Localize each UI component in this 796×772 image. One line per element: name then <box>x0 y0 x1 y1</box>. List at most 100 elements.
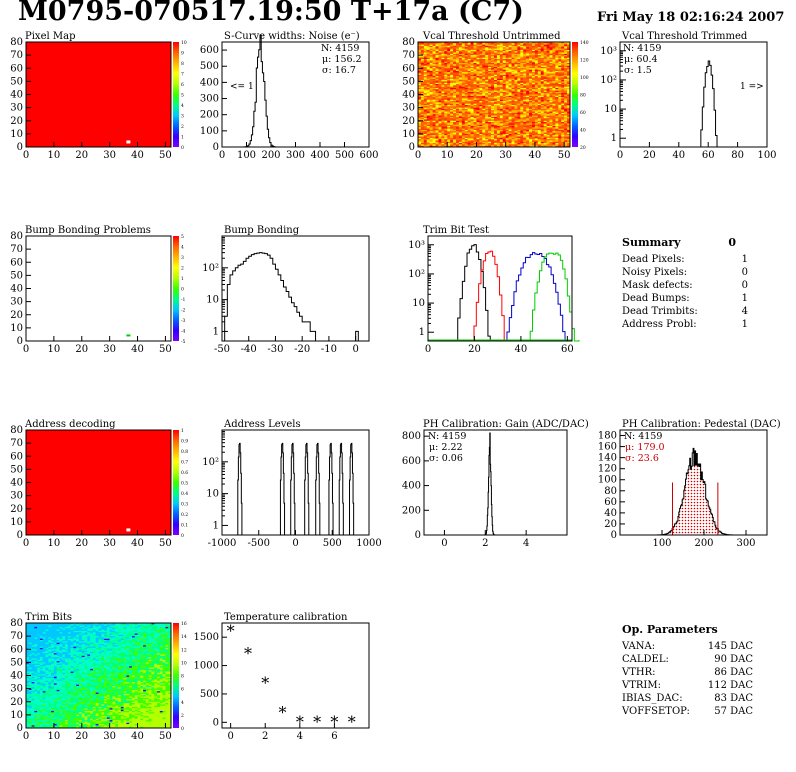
heatmap-cell <box>420 139 425 141</box>
heatmap-cell <box>426 45 430 48</box>
heatmap-cell <box>546 129 550 132</box>
heatmap-cell <box>438 108 442 111</box>
heatmap-cell <box>447 85 451 87</box>
heatmap-cell <box>555 68 559 70</box>
heatmap-cell <box>558 132 562 135</box>
heatmap-cell <box>458 107 463 110</box>
heatmap-cell <box>470 97 474 99</box>
heatmap-cell <box>423 137 428 140</box>
heatmap-cell <box>508 64 512 66</box>
heatmap-cell <box>496 55 501 57</box>
heatmap-cell <box>505 56 509 59</box>
heatmap-cell <box>418 135 422 137</box>
heatmap-cell <box>423 102 428 104</box>
heatmap-cell <box>520 65 524 68</box>
heatmap-cell <box>456 73 460 76</box>
heatmap-cell <box>491 59 495 61</box>
heatmap-cell <box>444 68 448 70</box>
heatmap-cell <box>534 106 539 108</box>
heatmap-cell <box>543 98 547 101</box>
heatmap-cell <box>461 63 466 65</box>
heatmap-cell <box>28 691 32 693</box>
heatmap-cell <box>523 55 527 57</box>
heatmap-cell <box>473 99 477 102</box>
heatmap-cell <box>494 42 498 44</box>
heatmap-cell <box>426 49 430 52</box>
heatmap-cell <box>514 103 518 106</box>
heatmap-cell <box>534 53 539 56</box>
heatmap-cell <box>450 89 454 91</box>
heatmap-cell <box>458 55 463 57</box>
heatmap-cell <box>561 74 565 77</box>
heatmap-cell <box>549 90 553 93</box>
heatmap-cell <box>447 116 451 119</box>
heatmap-cell <box>426 48 430 51</box>
heatmap-cell <box>499 53 504 56</box>
heatmap-cell <box>470 61 474 64</box>
heatmap-cell <box>540 86 544 89</box>
heatmap-cell <box>496 74 501 77</box>
heatmap-cell <box>511 74 515 77</box>
heatmap-cell <box>461 90 466 93</box>
heatmap-cell <box>418 103 422 106</box>
heatmap-cell <box>540 94 544 97</box>
heatmap-cell <box>494 65 498 68</box>
heatmap-cell <box>470 135 474 137</box>
heatmap-cell <box>494 103 498 106</box>
heatmap-cell <box>523 140 527 143</box>
ph-gain-title: PH Calibration: Gain (ADC/DAC) <box>423 419 589 430</box>
heatmap-cell <box>441 44 445 47</box>
heatmap-cell <box>458 80 463 82</box>
heatmap-cell <box>420 132 425 135</box>
heatmap-cell <box>543 110 547 112</box>
heatmap-cell <box>31 713 35 716</box>
heatmap-cell <box>529 111 533 114</box>
heatmap-cell <box>546 143 550 145</box>
heatmap-cell <box>558 61 562 64</box>
heatmap-cell <box>423 118 428 120</box>
heatmap-cell <box>491 137 495 140</box>
heatmap-cell <box>494 115 498 118</box>
heatmap-cell <box>420 123 425 125</box>
heatmap-cell <box>540 143 544 145</box>
heatmap-cell <box>546 63 550 65</box>
heatmap-cell <box>470 53 474 56</box>
heatmap-cell <box>444 81 448 83</box>
heatmap-cell <box>470 59 474 61</box>
heatmap-cell <box>31 646 35 649</box>
heatmap-cell <box>549 45 553 48</box>
heatmap-cell <box>523 66 527 69</box>
heatmap-cell <box>532 84 536 86</box>
heatmap-cell <box>435 139 439 141</box>
heatmap-cell <box>467 128 471 131</box>
heatmap-cell <box>540 129 544 132</box>
heatmap-cell <box>546 135 550 137</box>
heatmap-cell <box>464 106 468 108</box>
heatmap-cell <box>555 56 559 59</box>
heatmap-cell <box>432 43 436 45</box>
heatmap-cell <box>429 68 433 70</box>
heatmap-cell <box>567 120 571 123</box>
heatmap-cell <box>558 84 562 86</box>
heatmap-cell <box>444 74 448 77</box>
heatmap-cell <box>26 641 30 643</box>
heatmap-cell <box>461 135 466 137</box>
heatmap-cell <box>543 82 547 85</box>
heatmap-cell <box>464 127 468 129</box>
heatmap-cell <box>523 47 527 49</box>
heatmap-cell <box>444 120 448 123</box>
heatmap-cell <box>447 48 451 51</box>
heatmap-cell <box>529 59 533 61</box>
heatmap-cell <box>534 70 539 73</box>
heatmap-cell <box>479 129 483 132</box>
heatmap-cell <box>458 56 463 59</box>
heatmap-cell <box>31 691 35 693</box>
heatmap-cell <box>520 133 524 136</box>
heatmap-cell <box>456 56 460 59</box>
heatmap-cell <box>537 122 542 124</box>
heatmap-cell <box>467 97 471 99</box>
heatmap-cell <box>482 132 486 135</box>
heatmap-cell <box>496 128 501 131</box>
heatmap-cell <box>494 61 498 64</box>
heatmap-cell <box>496 119 501 122</box>
